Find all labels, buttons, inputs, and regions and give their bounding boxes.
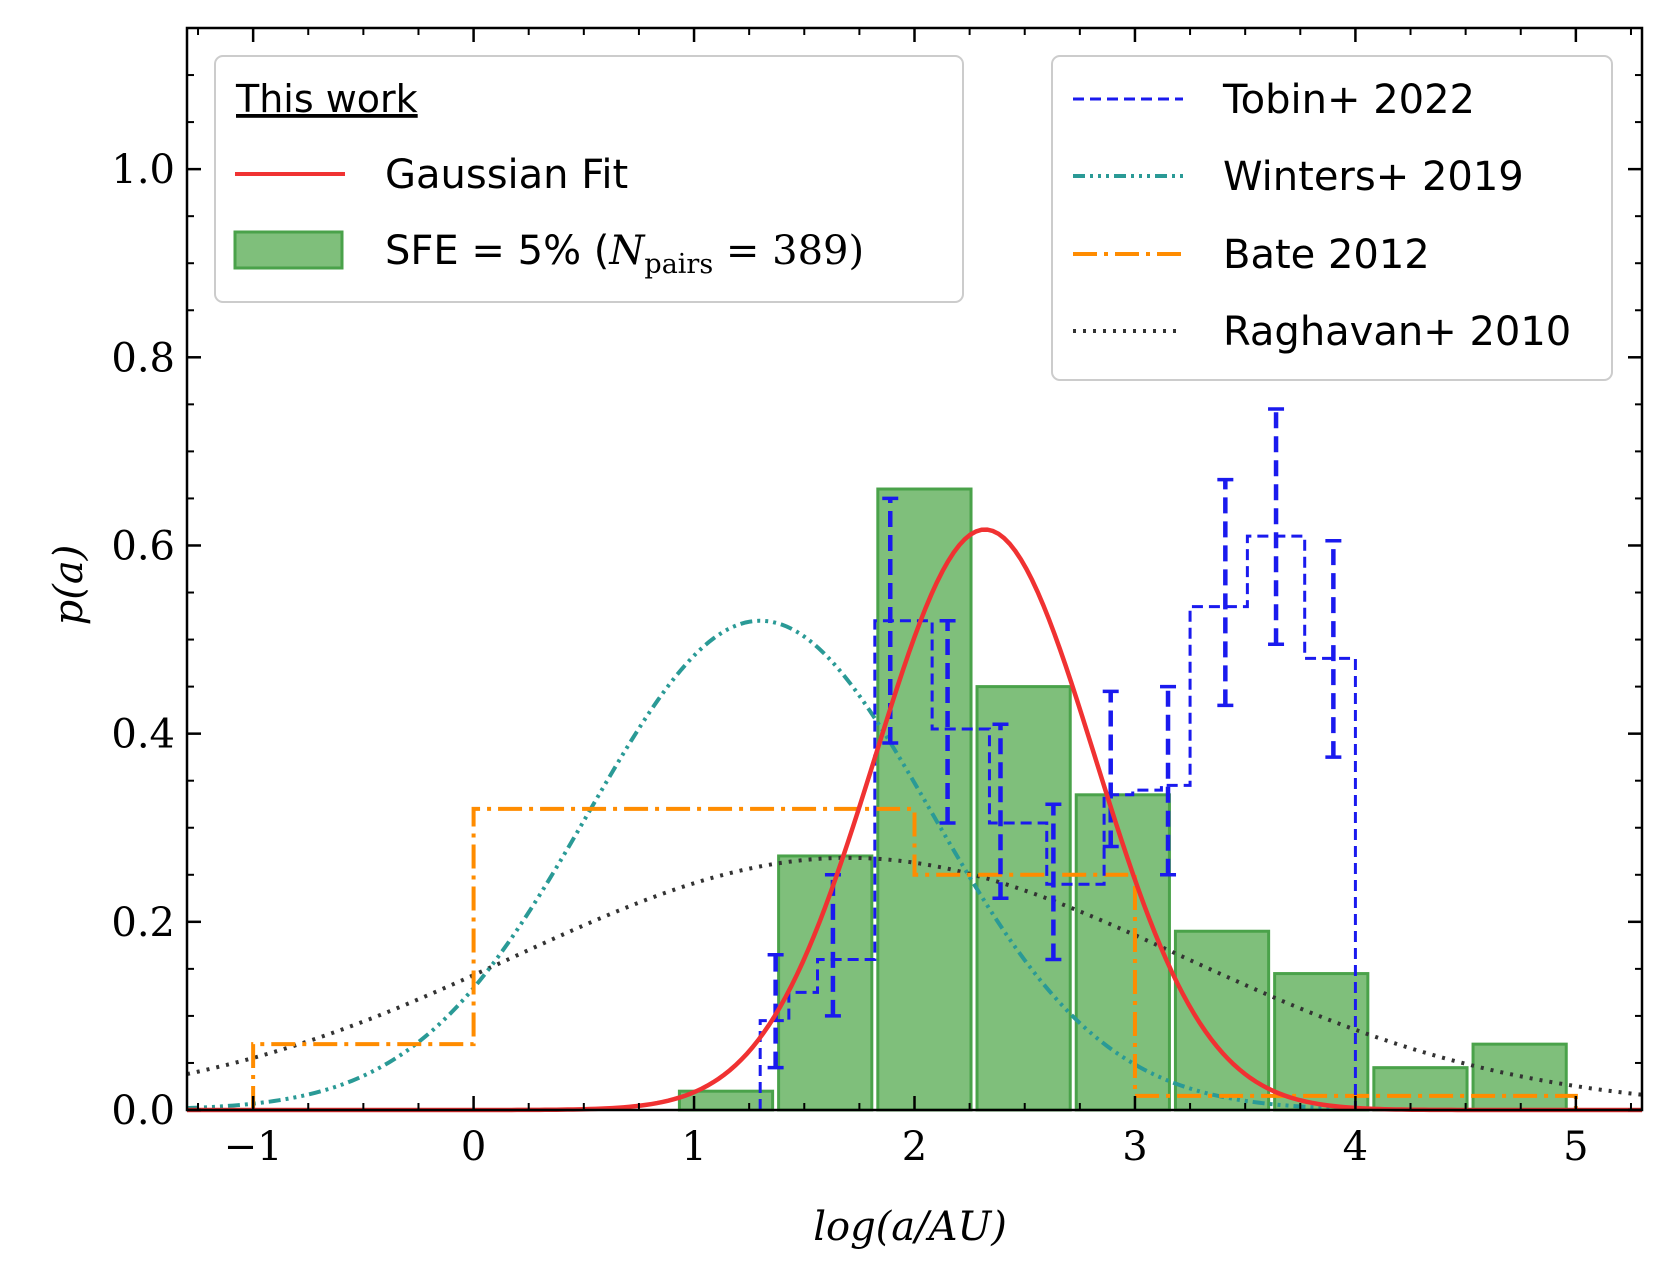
- legend-hist-label-suffix: = 389): [713, 228, 864, 274]
- legend-hist-label: SFE = 5% (Npairs = 389): [385, 228, 864, 280]
- y-tick-label: 0.8: [111, 335, 175, 381]
- x-tick-label: 1: [681, 1124, 706, 1170]
- legend-hist-label-prefix: SFE = 5% (: [385, 228, 609, 274]
- x-tick-label: 4: [1343, 1124, 1368, 1170]
- histogram-bar: [975, 685, 1072, 1112]
- legend-winters-label: Winters+ 2019: [1223, 154, 1524, 200]
- bate-2012-step: [251, 806, 1578, 1110]
- legend-title: This work: [235, 77, 418, 121]
- legend-this-work: This work Gaussian Fit SFE = 5% (Npairs …: [214, 55, 964, 303]
- histogram-bar: [1372, 1066, 1469, 1112]
- x-tick-label: 3: [1122, 1124, 1147, 1170]
- y-tick-label: 0.0: [111, 1088, 175, 1134]
- x-tick-label: 5: [1563, 1124, 1588, 1170]
- legend-tobin-label: Tobin+ 2022: [1222, 77, 1475, 123]
- legend-gaussian-label: Gaussian Fit: [385, 152, 628, 198]
- y-tick-label: 1.0: [111, 147, 175, 193]
- axes-frame: [185, 26, 1644, 1112]
- legend-raghavan-label: Raghavan+ 2010: [1223, 309, 1571, 355]
- histogram-bars: [677, 487, 1568, 1112]
- legend-hist-swatch: [233, 230, 344, 270]
- tobin-2022-step: [758, 534, 1357, 1110]
- legend-box-right: [1051, 55, 1613, 381]
- y-tick-label: 0.6: [111, 523, 175, 569]
- legend-literature: Tobin+ 2022 Winters+ 2019 Bate 2012 Ragh…: [1051, 55, 1613, 381]
- histogram-bar: [1471, 1042, 1568, 1112]
- x-tick-label: −1: [224, 1124, 283, 1170]
- y-axis-label: p(a): [46, 545, 92, 626]
- x-axis-label: log(a/AU): [813, 1204, 1007, 1250]
- histogram-bar: [1273, 972, 1370, 1112]
- legend-bate-label: Bate 2012: [1223, 232, 1430, 278]
- y-tick-label: 0.4: [111, 712, 175, 758]
- winters-2019-curve: [186, 618, 1378, 1112]
- x-tick-label: 2: [902, 1124, 927, 1170]
- x-tick-label: 0: [461, 1124, 486, 1170]
- y-tick-label: 0.2: [111, 900, 175, 946]
- legend-hist-label-sub: pairs: [644, 249, 713, 280]
- legend-box: [214, 55, 964, 303]
- legend-hist-label-n: N: [608, 228, 646, 274]
